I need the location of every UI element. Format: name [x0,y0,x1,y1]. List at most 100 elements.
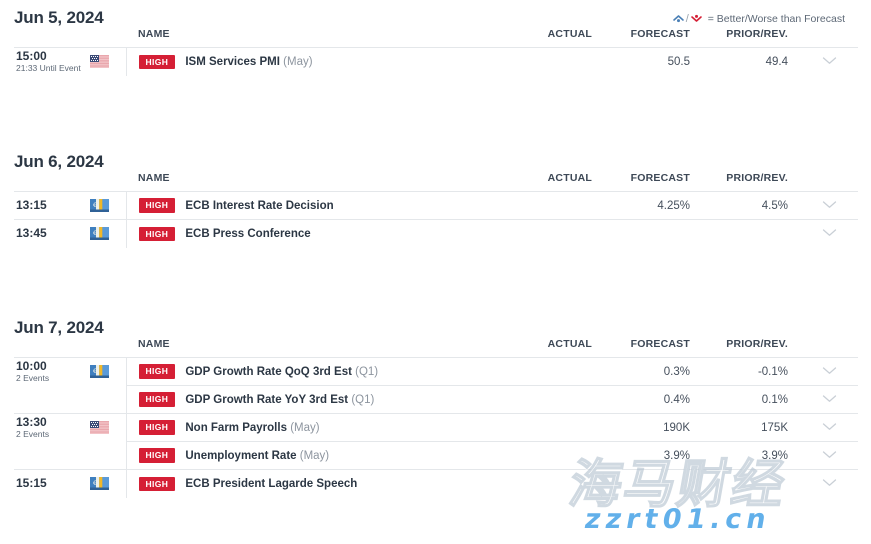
us-flag-icon [90,421,109,435]
event-name[interactable]: ECB Press Conference [185,228,310,240]
event-time-cell: 15:00 21:33 Until Event [14,47,90,76]
column-header-time [14,172,90,192]
table-row[interactable]: 15:00 21:33 Until Event HIGH ISM Services P… [14,47,858,76]
column-header-flag [90,172,126,192]
country-flag-cell [90,385,126,414]
event-name[interactable]: ISM Services PMI (May) [185,56,312,68]
event-period: (May) [290,421,320,434]
chevron-down-icon[interactable] [822,478,837,487]
chevron-down-icon[interactable] [822,228,837,237]
forecast-value [604,469,702,498]
table-row[interactable]: 13:45 € HIGH ECB Press Conference [14,219,858,248]
prior-value: 0.1% [702,385,800,414]
legend-text: = Better/Worse than Forecast [707,12,845,25]
event-time-note: 2 Events [16,429,50,440]
column-header-forecast: FORECAST [630,338,690,350]
expand-cell[interactable] [800,357,858,386]
day-group: Jun 5, 2024 NAME ACTUAL FORECAST PRIOR/REV. 1… [0,8,871,76]
table-row[interactable]: HIGH GDP Growth Rate YoY 3rd Est (Q1) 0.4%… [14,385,858,414]
impact-badge: HIGH [138,198,176,213]
actual-value [506,469,604,498]
expand-cell[interactable] [800,469,858,498]
event-name-cell[interactable]: HIGH ECB Press Conference [125,219,506,248]
event-time-cell: 10:00 2 Events [14,357,90,386]
impact-badge: HIGH [138,226,176,241]
events-table: NAME ACTUAL FORECAST PRIOR/REV. 13:15 € HIGH EC… [14,172,858,248]
chevron-down-icon[interactable] [822,200,837,209]
table-row[interactable]: 10:00 2 Events € HIGH GDP Growth Rate QoQ 3r… [14,357,858,386]
actual-value [506,385,604,414]
event-name[interactable]: GDP Growth Rate QoQ 3rd Est (Q1) [185,366,378,378]
event-time-cell: 13:15 [14,191,90,220]
table-row[interactable]: 15:15 € HIGH ECB President Lagarde Speech [14,469,858,498]
expand-cell[interactable] [800,191,858,220]
day-title: Jun 7, 2024 [14,318,104,337]
column-header-name: NAME [138,172,170,184]
column-header-flag [90,338,126,358]
arrow-up-icon [672,12,685,25]
column-header-prior: PRIOR/REV. [726,338,788,350]
country-flag-cell: € [90,191,126,220]
chevron-down-icon[interactable] [822,422,837,431]
country-flag-cell [90,413,126,442]
event-name-cell[interactable]: HIGH GDP Growth Rate QoQ 3rd Est (Q1) [125,357,506,386]
event-time-note: 2 Events [16,373,50,384]
event-name-cell[interactable]: HIGH Unemployment Rate (May) [125,441,506,470]
table-row[interactable]: HIGH Unemployment Rate (May) 3.9% 3.9% [14,441,858,470]
event-title: ECB President Lagarde Speech [185,477,358,490]
event-time-cell [14,385,90,414]
event-name-cell[interactable]: HIGH ISM Services PMI (May) [125,47,506,76]
event-time-note: 21:33 Until Event [16,63,81,74]
column-header-name: NAME [138,338,170,350]
impact-badge: HIGH [138,392,176,407]
country-flag-cell: € [90,357,126,386]
event-time: 13:15 [16,197,47,212]
column-header-flag [90,28,126,48]
expand-cell[interactable] [800,47,858,76]
event-name[interactable]: ECB President Lagarde Speech [185,478,357,490]
country-flag-cell: € [90,219,126,248]
chevron-down-icon[interactable] [822,394,837,403]
event-title: GDP Growth Rate YoY 3rd Est [185,393,349,406]
event-time: 13:45 [16,225,47,240]
chevron-down-icon[interactable] [822,450,837,459]
table-row[interactable]: 13:30 2 Events HIGH Non Farm Payrolls (May)… [14,413,858,442]
chevron-down-icon[interactable] [822,366,837,375]
prior-value [702,219,800,248]
day-group: Jun 6, 2024 NAME ACTUAL FORECAST PRIOR/REV. 1… [0,152,871,248]
expand-cell[interactable] [800,385,858,414]
forecast-value: 0.3% [604,357,702,386]
svg-text:€: € [93,368,97,375]
event-title: GDP Growth Rate QoQ 3rd Est [185,365,352,378]
forecast-value: 190K [604,413,702,442]
event-name-cell[interactable]: HIGH ECB President Lagarde Speech [125,469,506,498]
column-header-prior: PRIOR/REV. [726,28,788,40]
table-row[interactable]: 13:15 € HIGH ECB Interest Rate Decision 4.25… [14,191,858,220]
event-name-cell[interactable]: HIGH ECB Interest Rate Decision [125,191,506,220]
chevron-down-icon[interactable] [822,56,837,65]
expand-cell[interactable] [800,413,858,442]
event-name[interactable]: GDP Growth Rate YoY 3rd Est (Q1) [185,394,374,406]
column-header-expand [800,338,858,358]
event-name[interactable]: Non Farm Payrolls (May) [185,422,319,434]
event-name-cell[interactable]: HIGH Non Farm Payrolls (May) [125,413,506,442]
impact-badge: HIGH [138,448,176,463]
column-header-forecast: FORECAST [630,28,690,40]
forecast-legend: / = Better/Worse than Forecast [672,12,845,25]
expand-cell[interactable] [800,219,858,248]
column-header-actual: ACTUAL [547,28,592,40]
event-name[interactable]: ECB Interest Rate Decision [185,200,333,212]
event-title: ECB Press Conference [185,227,311,240]
event-title: Non Farm Payrolls [185,421,287,434]
prior-value [702,469,800,498]
impact-badge: HIGH [138,476,176,491]
column-header-expand [800,28,858,48]
event-name-cell[interactable]: HIGH GDP Growth Rate YoY 3rd Est (Q1) [125,385,506,414]
event-time-cell [14,441,90,470]
actual-value [506,191,604,220]
event-name[interactable]: Unemployment Rate (May) [185,450,329,462]
event-period: (Q1) [351,393,375,406]
eu-flag-icon: € [90,365,109,379]
prior-value: 175K [702,413,800,442]
expand-cell[interactable] [800,441,858,470]
